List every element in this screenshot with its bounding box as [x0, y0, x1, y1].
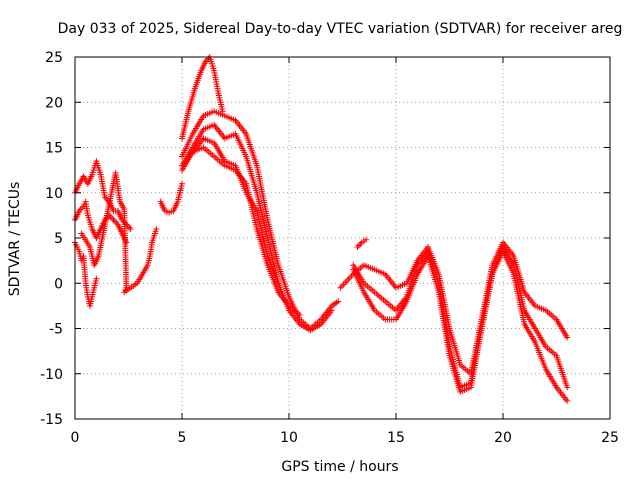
data-point	[335, 298, 342, 305]
y-axis-label: SDTVAR / TECUs	[7, 182, 23, 297]
y-tick-label: -15	[40, 412, 63, 428]
y-tick-label: 25	[45, 50, 63, 66]
data-point	[107, 213, 114, 220]
grid-lines	[75, 57, 610, 419]
chart-title: Day 033 of 2025, Sidereal Day-to-day VTE…	[58, 21, 623, 37]
data-point	[328, 307, 335, 314]
data-point	[109, 215, 116, 222]
y-tick-label: 15	[45, 141, 63, 157]
data-point	[354, 244, 361, 251]
data-point	[564, 334, 571, 341]
x-tick-label: 5	[178, 430, 187, 446]
data-point	[363, 236, 370, 243]
axis-ticks: 0 5 10 15 20 25 -15 -10 -5 0 5 10 15 20 25	[40, 50, 619, 446]
y-tick-label: 10	[45, 186, 63, 202]
x-tick-label: 10	[280, 430, 298, 446]
data-markers	[72, 54, 571, 404]
y-tick-label: 5	[54, 231, 63, 247]
data-point	[110, 216, 117, 223]
data-point	[564, 384, 571, 391]
data-point	[126, 224, 133, 231]
data-point	[153, 225, 160, 232]
y-tick-label: -5	[49, 322, 63, 338]
data-point	[355, 242, 362, 249]
x-tick-label: 15	[387, 430, 405, 446]
x-tick-label: 20	[494, 430, 512, 446]
y-tick-label: 20	[45, 95, 63, 111]
data-point	[564, 397, 571, 404]
data-point	[127, 225, 134, 232]
data-point	[93, 275, 100, 282]
data-point	[111, 218, 118, 225]
data-point	[296, 311, 303, 318]
x-axis-label: GPS time / hours	[281, 459, 398, 475]
data-point	[275, 280, 282, 287]
y-tick-label: 0	[54, 276, 63, 292]
data-point	[357, 241, 364, 248]
x-tick-label: 25	[601, 430, 619, 446]
data-point	[179, 180, 185, 187]
x-tick-label: 0	[71, 430, 80, 446]
data-point	[124, 222, 131, 229]
y-tick-label: -10	[40, 367, 63, 383]
